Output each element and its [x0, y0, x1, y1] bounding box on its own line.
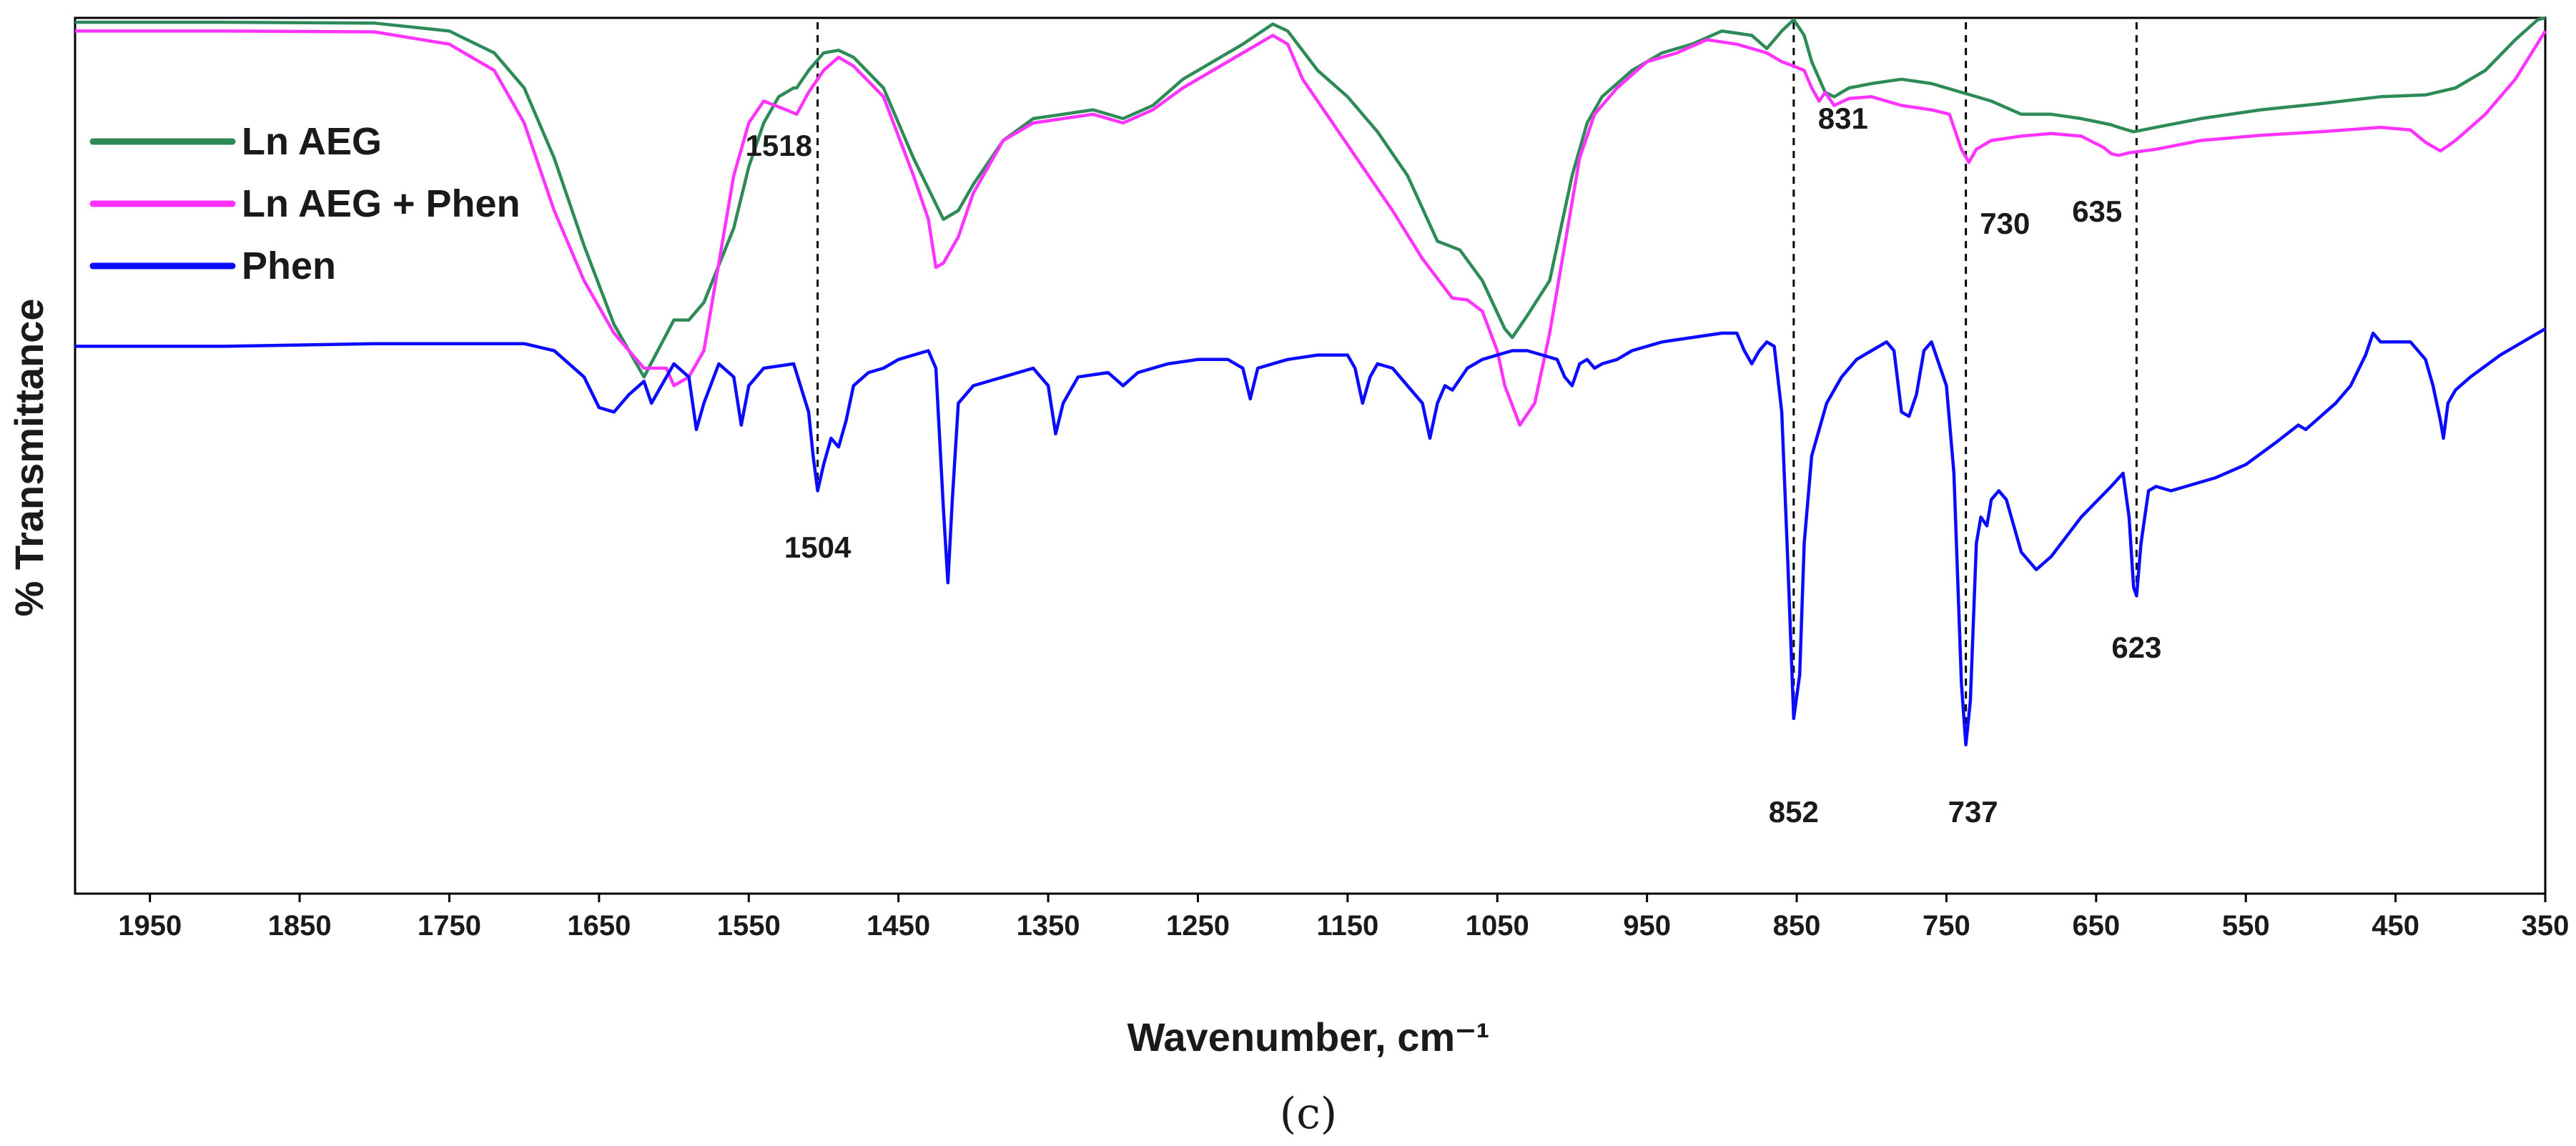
x-tick-label-750: 750 [1923, 910, 1970, 942]
peak-labels: 1518 1504 831 852 730 737 635 623 [746, 102, 2162, 829]
x-tick-label-550: 550 [2222, 910, 2270, 942]
series-line-ln-aeg-phen [75, 29, 2547, 427]
x-tick-label-350: 350 [2522, 910, 2570, 942]
x-tick-label-1550: 1550 [717, 910, 781, 942]
x-tick-label-950: 950 [1623, 910, 1671, 942]
peak-guide-lines [816, 22, 2138, 745]
peak-label-852: 852 [1769, 795, 1819, 829]
x-tick-label-450: 450 [2372, 910, 2419, 942]
legend: Ln AEG Ln AEG + Phen Phen [89, 120, 520, 287]
peak-label-737: 737 [1948, 795, 1998, 829]
x-tick-label-1350: 1350 [1017, 910, 1080, 942]
x-tick-label-1850: 1850 [268, 910, 332, 942]
peak-label-1518: 1518 [746, 129, 812, 162]
peak-label-831: 831 [1818, 102, 1868, 135]
legend-label-ln-aeg: Ln AEG [242, 120, 382, 163]
x-tick-label-1450: 1450 [867, 910, 930, 942]
x-tick-label-1050: 1050 [1466, 910, 1529, 942]
series-line-ln-aeg [75, 16, 2546, 379]
peak-label-1504: 1504 [784, 530, 852, 564]
x-tick-label-850: 850 [1773, 910, 1821, 942]
x-tick-label-1150: 1150 [1316, 910, 1378, 942]
peak-label-635: 635 [2072, 194, 2122, 228]
peak-label-623: 623 [2111, 631, 2161, 664]
x-tick-label-650: 650 [2072, 910, 2120, 942]
legend-label-phen: Phen [242, 244, 336, 287]
y-axis-title: % Transmittance [6, 298, 51, 616]
spectrum-series [75, 16, 2547, 747]
x-axis-title: Wavenumber, cm⁻¹ [1127, 1014, 1490, 1059]
x-tick-label-1650: 1650 [567, 910, 631, 942]
x-tick-label-1950: 1950 [118, 910, 182, 942]
peak-label-730: 730 [1980, 207, 2030, 240]
panel-label: (c) [1280, 1089, 1337, 1139]
plot-area-frame [74, 16, 2547, 895]
legend-label-ln-aeg-phen: Ln AEG + Phen [242, 182, 520, 225]
x-axis-ticks: 1950 1850 1750 1650 1550 1450 1350 1250 1150 1050… [118, 894, 2569, 942]
x-tick-label-1750: 1750 [418, 910, 481, 942]
x-tick-label-1250: 1250 [1166, 910, 1230, 942]
series-line-phen [75, 327, 2547, 747]
